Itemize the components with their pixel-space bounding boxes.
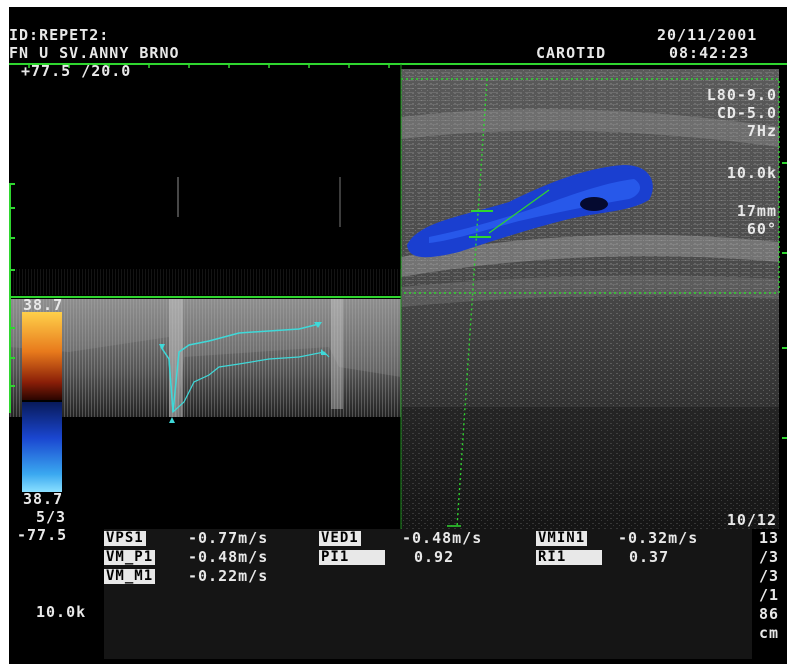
image-prf: 10.0k	[726, 164, 777, 182]
doppler-baseline: -77.5	[17, 526, 68, 544]
right-column-value: /1	[758, 586, 779, 604]
measurement-value: -0.22m/s	[188, 567, 269, 585]
measurement-value: 0.37	[629, 548, 670, 566]
envelope-trace-lower	[168, 351, 330, 414]
frame-rate: 7Hz	[746, 122, 777, 140]
measurement-value: -0.48m/s	[188, 548, 269, 566]
color-scale-max: 38.7	[23, 296, 64, 314]
measurement-label: VMIN1	[536, 530, 588, 546]
doppler-scale: +77.5 /20.0	[21, 62, 132, 80]
measurement-value: -0.48m/s	[402, 529, 483, 547]
right-column-value: cm	[758, 624, 779, 642]
color-doppler-setting: CD-5.0	[716, 104, 777, 122]
measurement-label: RI1	[536, 550, 602, 565]
sample-depth: 17mm	[736, 202, 777, 220]
exam-type: CAROTID	[536, 44, 607, 62]
measurement-label: PI1	[319, 550, 385, 565]
right-column-value: 13	[758, 529, 779, 547]
measurement-label: VED1	[319, 530, 361, 546]
measurement-panel: VPS1 -0.77m/s VED1 -0.48m/s VMIN1 -0.32m…	[104, 529, 752, 659]
measurement-value: -0.32m/s	[618, 529, 699, 547]
ratio-label: 5/3	[36, 508, 67, 526]
frame-counter: 10/12	[726, 511, 777, 529]
insonation-angle: 60°	[746, 220, 777, 238]
right-column-value: /3	[758, 548, 779, 566]
ultrasound-monitor: ID:REPET2: FN U SV.ANNY BRNO CAROTID 20/…	[9, 7, 787, 664]
patient-id: ID:REPET2:	[9, 26, 110, 44]
color-scale-warm	[22, 312, 62, 400]
color-scale-min: 38.7	[23, 490, 64, 508]
probe-label: L80-9.0	[706, 86, 777, 104]
exam-time: 08:42:23	[669, 44, 750, 62]
right-column-value: /3	[758, 567, 779, 585]
measurement-value: -0.77m/s	[188, 529, 269, 547]
right-column-value: 86	[758, 605, 779, 623]
measurement-value: 0.92	[414, 548, 455, 566]
color-scale-cool	[22, 402, 62, 492]
measurement-label: VM_M1	[104, 568, 156, 584]
measurement-label: VM_P1	[104, 549, 156, 565]
institution-name: FN U SV.ANNY BRNO	[9, 44, 180, 62]
doppler-prf: 10.0k	[36, 603, 87, 621]
ultrasound-canvas	[9, 63, 787, 657]
exam-date: 20/11/2001	[657, 26, 758, 44]
measurement-label: VPS1	[104, 530, 146, 546]
